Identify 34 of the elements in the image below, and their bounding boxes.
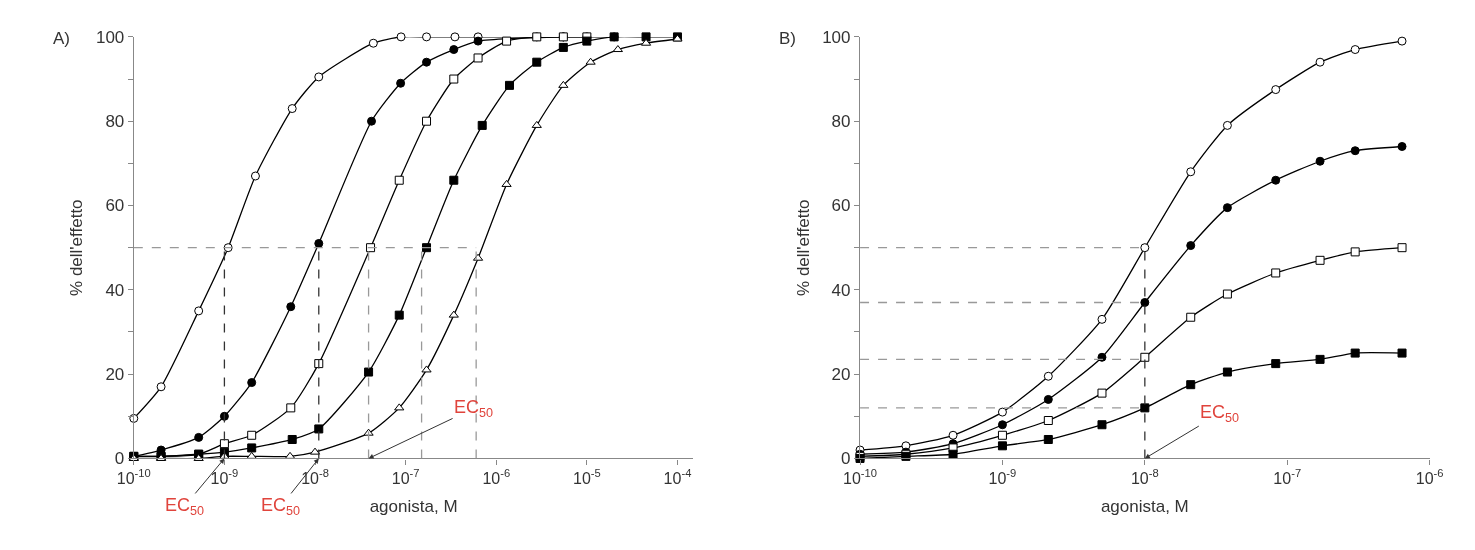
y-tick-label: 40 [105, 280, 125, 300]
x-tick-label: 10$^{-5}$ [572, 467, 601, 487]
x-tick-label: 10$^{-10}$ [843, 467, 878, 487]
annotation: EC$_{50}$ [165, 495, 205, 518]
annotation: EC$_{50}$ [261, 495, 301, 518]
y-tick-label: 60 [105, 196, 125, 216]
x-tick-label: 10$^{-4}$ [663, 467, 692, 487]
y-tick-label: 80 [105, 112, 125, 132]
y-tick-label: 0 [841, 449, 851, 469]
y-tick-label: 20 [831, 365, 851, 385]
y-tick-label: 80 [831, 112, 851, 132]
text: B) [779, 29, 796, 48]
y-tick-label: 100 [95, 27, 125, 47]
y-tick-label: 60 [831, 196, 851, 216]
x-axis-title: agonista, M [1100, 497, 1189, 517]
y-tick-label: 20 [105, 365, 125, 385]
y-axis-title: % dell'effetto [793, 199, 813, 296]
x-tick-label: 10$^{-6}$ [1415, 467, 1444, 487]
x-tick-label: 10$^{-6}$ [482, 467, 511, 487]
annotation: EC$_{50}$ [454, 397, 494, 420]
x-tick-label: 10$^{-7}$ [391, 467, 420, 487]
y-tick-label: 100 [822, 27, 851, 47]
x-tick-label: 10$^{-9}$ [210, 467, 239, 487]
x-axis-title: agonista, M [369, 497, 458, 517]
y-axis-title: % dell'effetto [67, 199, 87, 296]
annotation: EC$_{50}$ [1200, 402, 1240, 425]
x-tick-label: 10$^{-10}$ [116, 467, 151, 487]
y-tick-label: 40 [831, 280, 851, 300]
x-tick-label: 10$^{-8}$ [301, 467, 329, 487]
y-tick-label: 0 [114, 449, 125, 469]
x-tick-label: 10$^{-8}$ [1130, 467, 1159, 487]
text: A) [53, 29, 70, 48]
x-tick-label: 10$^{-9}$ [988, 467, 1017, 487]
x-tick-label: 10$^{-7}$ [1273, 467, 1302, 487]
